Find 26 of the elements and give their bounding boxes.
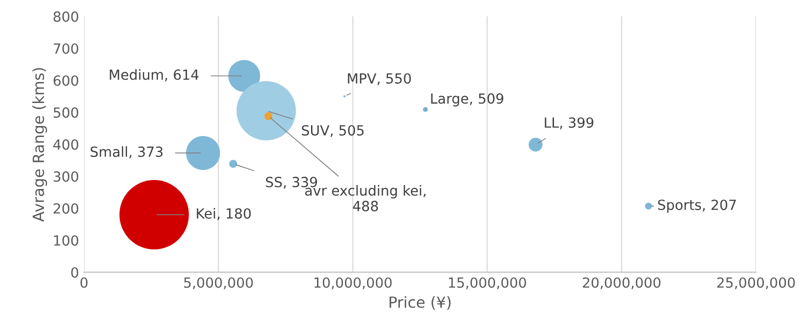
y-tick-label: 100 — [54, 235, 78, 246]
x-tick-label: 10,000,000 — [314, 277, 392, 290]
x-tick-label: 20,000,000 — [582, 277, 660, 290]
y-axis-title: Avrage Range (kms) — [32, 68, 48, 222]
x-tick-label: 5,000,000 — [184, 277, 253, 290]
annotation: MPV, 550 — [348, 73, 411, 86]
annotation: Sports, 207 — [658, 200, 736, 213]
y-tick-label: 200 — [54, 203, 78, 214]
annotation: Kei, 180 — [196, 208, 251, 220]
annotation: Small, 373 — [90, 146, 163, 158]
y-tick-label: 400 — [53, 139, 78, 150]
annotation: SUV, 505 — [302, 125, 364, 138]
x-tick-label: 0 — [80, 277, 88, 288]
annotation: Medium, 614 — [110, 69, 199, 82]
y-tick-label: 700 — [54, 43, 78, 54]
annotation: SS, 339 — [266, 176, 318, 189]
y-tick-label: 300 — [54, 171, 78, 182]
x-tick-label: 15,000,000 — [448, 277, 526, 290]
annotation: LL, 399 — [544, 117, 594, 130]
annotation: Large, 509 — [431, 93, 504, 106]
y-tick-label: 800 — [54, 11, 78, 22]
x-axis-title: Price (¥) — [390, 296, 451, 310]
y-tick-label: 500 — [54, 107, 78, 118]
y-tick-label: 600 — [54, 75, 78, 86]
x-tick-label: 25,000,000 — [717, 277, 795, 290]
y-tick-label: 0 — [71, 267, 78, 278]
